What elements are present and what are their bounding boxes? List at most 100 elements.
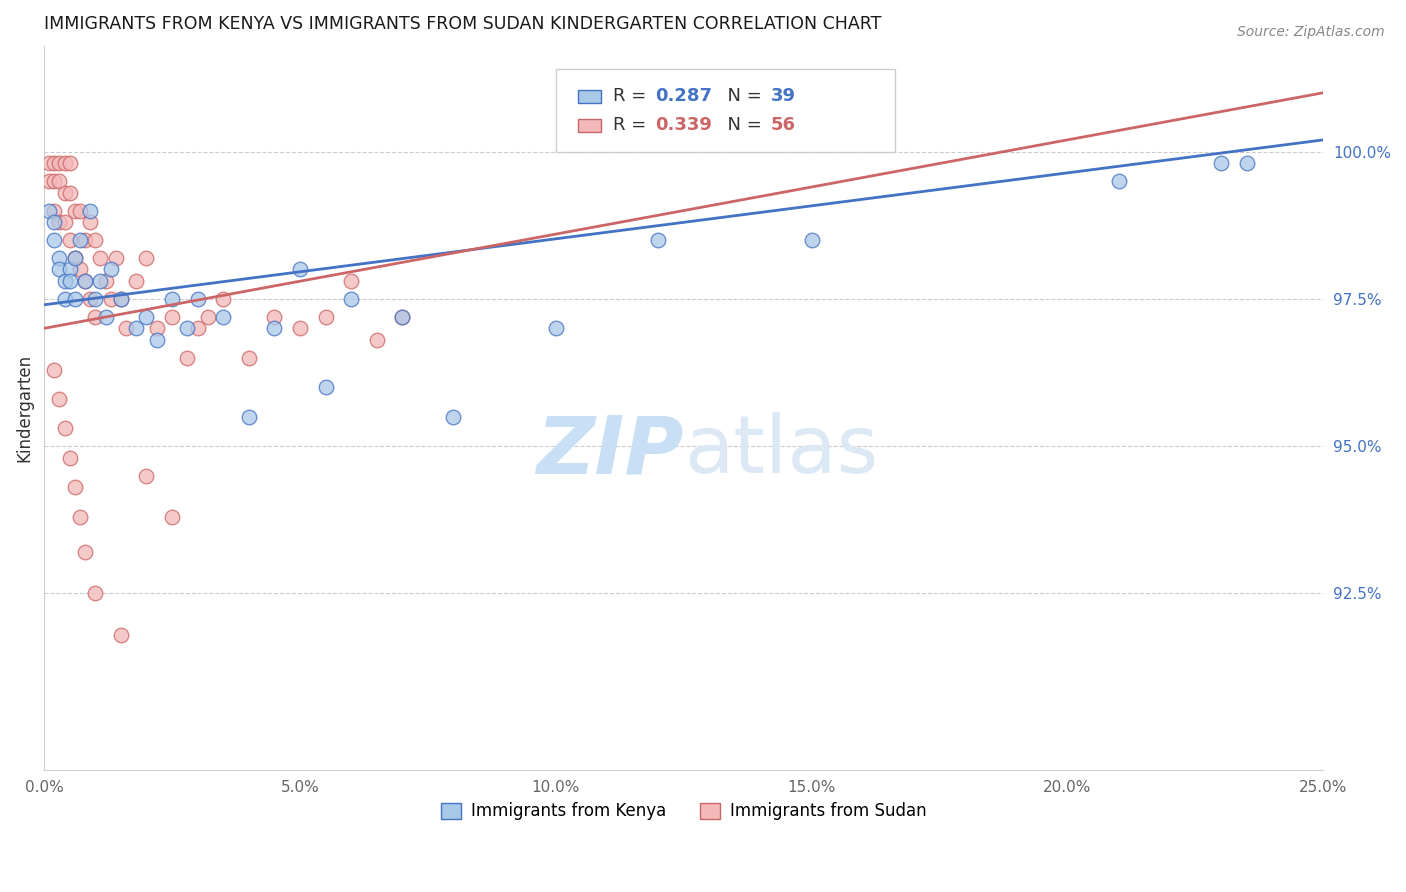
Text: N =: N =	[716, 116, 768, 134]
Bar	[578, 90, 600, 103]
Point	[100, 262, 122, 277]
Point	[145, 321, 167, 335]
Point	[69, 262, 91, 277]
Point	[69, 233, 91, 247]
Point	[110, 292, 132, 306]
Point	[104, 251, 127, 265]
Point	[38, 203, 60, 218]
Point	[79, 203, 101, 218]
Point	[391, 310, 413, 324]
FancyBboxPatch shape	[555, 69, 894, 153]
Point	[212, 310, 235, 324]
Point	[44, 156, 66, 170]
Point	[53, 215, 76, 229]
Point	[187, 292, 209, 306]
Y-axis label: Kindergarten: Kindergarten	[15, 354, 32, 462]
Point	[443, 409, 465, 424]
Point	[79, 215, 101, 229]
Point	[44, 233, 66, 247]
Text: R =: R =	[613, 116, 652, 134]
Point	[115, 321, 138, 335]
Point	[79, 292, 101, 306]
Point	[73, 274, 96, 288]
Point	[63, 480, 86, 494]
Point	[53, 292, 76, 306]
Legend: Immigrants from Kenya, Immigrants from Sudan: Immigrants from Kenya, Immigrants from S…	[434, 796, 934, 827]
Point	[69, 509, 91, 524]
Point	[89, 251, 111, 265]
Point	[315, 310, 337, 324]
Point	[160, 509, 183, 524]
Point	[89, 274, 111, 288]
Point	[53, 156, 76, 170]
Point	[48, 156, 70, 170]
Point	[135, 310, 157, 324]
Point	[135, 468, 157, 483]
Point	[84, 292, 107, 306]
Point	[48, 215, 70, 229]
Point	[340, 292, 363, 306]
Point	[125, 321, 148, 335]
Point	[59, 233, 82, 247]
Point	[160, 292, 183, 306]
Point	[48, 392, 70, 406]
Point	[110, 627, 132, 641]
Point	[187, 321, 209, 335]
Point	[212, 292, 235, 306]
Point	[44, 174, 66, 188]
Point	[197, 310, 219, 324]
Point	[44, 203, 66, 218]
Point	[73, 545, 96, 559]
Text: ZIP: ZIP	[536, 412, 683, 491]
Point	[263, 310, 285, 324]
Point	[73, 233, 96, 247]
Point	[340, 274, 363, 288]
Point	[59, 186, 82, 200]
Point	[84, 233, 107, 247]
Text: 39: 39	[770, 87, 796, 104]
Text: 0.287: 0.287	[655, 87, 713, 104]
Point	[63, 251, 86, 265]
Point	[69, 203, 91, 218]
Point	[59, 262, 82, 277]
Point	[94, 274, 117, 288]
Text: 56: 56	[770, 116, 796, 134]
Point	[59, 450, 82, 465]
Point	[263, 321, 285, 335]
Point	[1236, 156, 1258, 170]
Point	[38, 174, 60, 188]
Point	[288, 321, 311, 335]
Text: Source: ZipAtlas.com: Source: ZipAtlas.com	[1237, 25, 1385, 39]
Point	[366, 333, 388, 347]
Point	[238, 351, 260, 365]
Text: N =: N =	[716, 87, 768, 104]
Point	[63, 292, 86, 306]
Point	[48, 262, 70, 277]
Point	[238, 409, 260, 424]
Point	[44, 215, 66, 229]
Bar	[578, 119, 600, 132]
Point	[100, 292, 122, 306]
Point	[59, 156, 82, 170]
Point	[73, 274, 96, 288]
Text: atlas: atlas	[683, 412, 879, 491]
Point	[160, 310, 183, 324]
Point	[53, 421, 76, 435]
Point	[44, 362, 66, 376]
Point	[145, 333, 167, 347]
Point	[110, 292, 132, 306]
Point	[63, 251, 86, 265]
Point	[94, 310, 117, 324]
Point	[135, 251, 157, 265]
Point	[800, 233, 823, 247]
Point	[1209, 156, 1232, 170]
Point	[63, 203, 86, 218]
Point	[1108, 174, 1130, 188]
Point	[647, 233, 669, 247]
Point	[176, 351, 198, 365]
Point	[544, 321, 567, 335]
Point	[53, 274, 76, 288]
Text: IMMIGRANTS FROM KENYA VS IMMIGRANTS FROM SUDAN KINDERGARTEN CORRELATION CHART: IMMIGRANTS FROM KENYA VS IMMIGRANTS FROM…	[44, 15, 882, 33]
Point	[59, 274, 82, 288]
Point	[176, 321, 198, 335]
